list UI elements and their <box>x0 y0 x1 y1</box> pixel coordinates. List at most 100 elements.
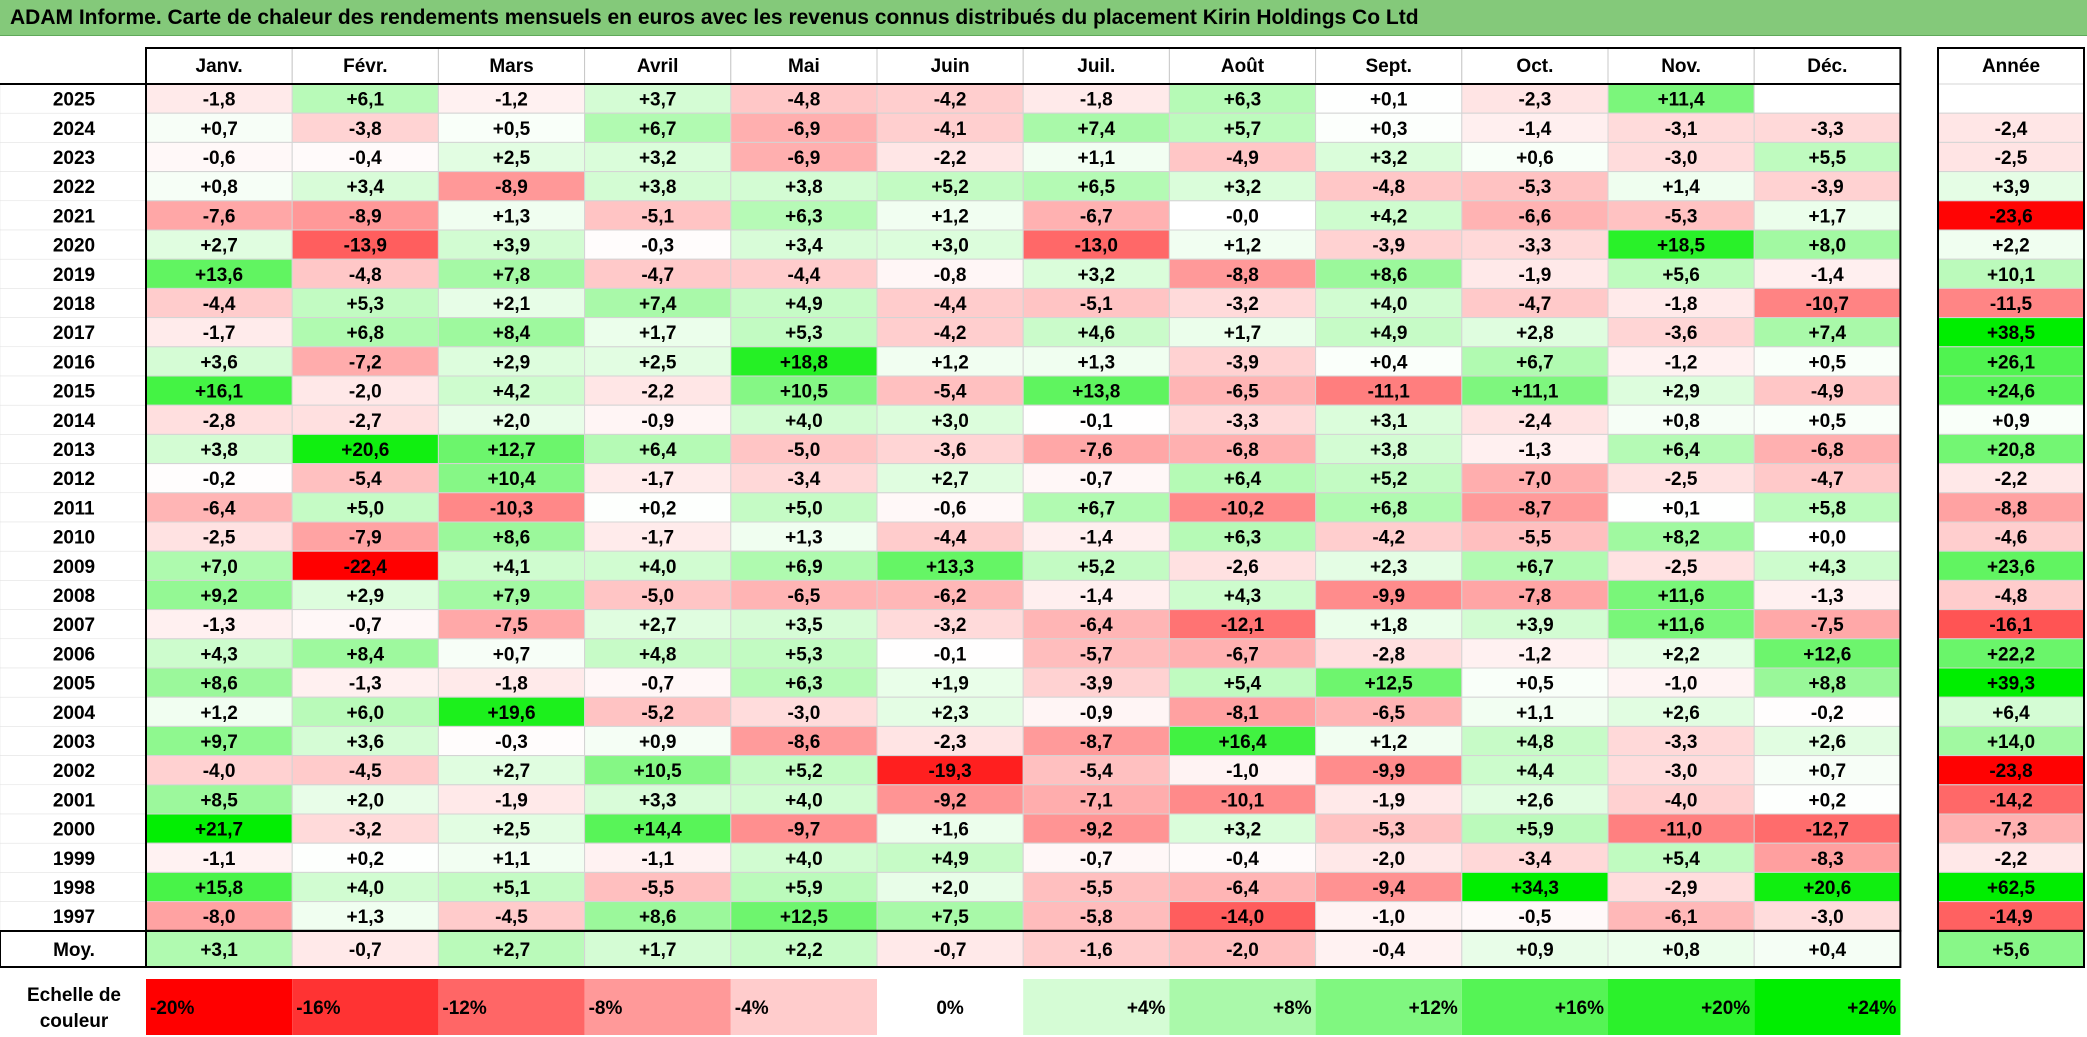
cell-value: +4,3 <box>1809 557 1847 578</box>
heatmap-cell <box>1461 842 1609 873</box>
cell-value: -1,3 <box>203 615 236 636</box>
month-header: Sept. <box>1365 56 1411 77</box>
cell-value: -1,8 <box>495 674 528 695</box>
annual-cell <box>1937 433 2085 465</box>
cell-value: -4,9 <box>1811 382 1844 403</box>
cell-value: +4,2 <box>1370 206 1408 227</box>
cell-value: +0,2 <box>639 498 677 519</box>
heatmap-cell <box>1607 579 1755 611</box>
heatmap-cell <box>1607 229 1755 260</box>
title-bar: ADAM Informe. Carte de chaleur des rende… <box>0 0 2087 36</box>
heatmap-cell <box>1315 550 1463 581</box>
cell-value: -1,8 <box>1080 90 1113 111</box>
cell-value: +4,0 <box>785 790 823 811</box>
scale-step-label: +24% <box>1847 998 1896 1019</box>
cell-value: +6,4 <box>639 440 677 461</box>
heatmap-cell <box>1315 258 1463 289</box>
cell-value: -0,2 <box>203 469 236 490</box>
heatmap-cell <box>1315 404 1463 435</box>
cell-value: +1,3 <box>1078 352 1116 373</box>
cell-value: +1,7 <box>639 323 677 344</box>
year-label: 2001 <box>53 790 96 811</box>
heatmap-cell <box>584 375 732 406</box>
year-label: 2023 <box>53 148 95 169</box>
cell-value: +3,5 <box>785 615 823 636</box>
cell-value: +3,3 <box>639 790 677 811</box>
cell-value: +6,3 <box>1224 90 1262 111</box>
heatmap-cell <box>1461 784 1609 815</box>
average-value: +2,2 <box>785 940 823 961</box>
cell-value: +5,2 <box>1078 557 1116 578</box>
heatmap-cell <box>145 550 293 581</box>
heatmap-cell <box>584 842 732 873</box>
cell-value: -9,4 <box>1372 878 1405 899</box>
scale-swatch <box>1461 979 1608 1035</box>
heatmap-cell <box>1461 638 1609 669</box>
scale-step-label: +4% <box>1127 998 1166 1019</box>
cell-value: +12,5 <box>780 907 829 928</box>
cell-value: +2,7 <box>931 469 969 490</box>
heatmap-cell <box>584 725 732 757</box>
cell-value: -2,6 <box>1226 557 1259 578</box>
cell-value: +6,3 <box>785 674 823 695</box>
cell-value: -3,9 <box>1811 177 1844 198</box>
annual-cell <box>1937 550 2085 581</box>
cell-value: -11,1 <box>1368 382 1411 403</box>
cell-value: +15,8 <box>195 878 243 899</box>
year-label-cell <box>0 317 147 348</box>
cell-value: +5,9 <box>1516 820 1554 841</box>
cell-value: -5,1 <box>641 206 674 227</box>
month-header-cell <box>145 47 293 85</box>
heatmap-cell <box>876 725 1024 757</box>
cell-value: -10,2 <box>1221 498 1264 519</box>
cell-value: -12,7 <box>1806 820 1849 841</box>
heatmap-cell <box>1168 638 1317 669</box>
heatmap-cell <box>145 609 293 640</box>
heatmap-cell <box>1607 317 1755 348</box>
annual-value: -23,6 <box>1989 206 2032 227</box>
cell-value: -3,3 <box>1226 411 1259 432</box>
year-label: 2011 <box>53 498 95 519</box>
cell-value: +2,0 <box>493 411 531 432</box>
cell-value: +4,8 <box>639 644 677 665</box>
cell-value: +8,6 <box>493 528 531 549</box>
heatmap-cell <box>584 83 732 114</box>
cell-value: -4,5 <box>349 761 382 782</box>
annual-cell <box>1937 404 2085 435</box>
heatmap-cell <box>1607 171 1755 202</box>
scale-step-label: +16% <box>1555 998 1604 1019</box>
heatmap-cell <box>1461 609 1609 640</box>
cell-value: +5,4 <box>1662 849 1700 870</box>
cell-value: +8,8 <box>1809 674 1847 695</box>
cell-value: +5,8 <box>1809 498 1847 519</box>
cell-value: +7,0 <box>200 557 238 578</box>
cell-value: +6,3 <box>785 206 823 227</box>
heatmap-cell <box>730 258 878 289</box>
cell-value: -19,3 <box>928 761 971 782</box>
annual-value: +26,1 <box>1987 352 2036 373</box>
cell-value: -5,8 <box>1080 907 1113 928</box>
heatmap-cell <box>1168 492 1317 523</box>
cell-value: -4,2 <box>1372 528 1405 549</box>
cell-value: -2,7 <box>349 411 382 432</box>
cell-value: -0,3 <box>641 236 674 257</box>
annual-cell <box>1937 317 2085 348</box>
cell-value: +1,3 <box>347 907 385 928</box>
heatmap-cell <box>145 112 293 143</box>
heatmap-cell <box>1315 200 1463 231</box>
cell-value: +6,9 <box>785 557 823 578</box>
cell-value: +2,1 <box>493 294 531 315</box>
cell-value: -4,9 <box>1226 148 1259 169</box>
average-value: -0,7 <box>349 940 382 961</box>
cell-value: -14,0 <box>1221 907 1264 928</box>
annual-cell <box>1937 725 2085 757</box>
cell-value: +5,4 <box>1224 674 1262 695</box>
heatmap-cell <box>1315 871 1463 903</box>
heatmap-cell <box>145 755 293 786</box>
heatmap-cell <box>1168 141 1317 173</box>
cell-value: +6,7 <box>639 119 677 140</box>
cell-value: -3,0 <box>1811 907 1844 928</box>
cell-value: +5,2 <box>785 761 823 782</box>
annual-header: Année <box>1982 56 2040 77</box>
